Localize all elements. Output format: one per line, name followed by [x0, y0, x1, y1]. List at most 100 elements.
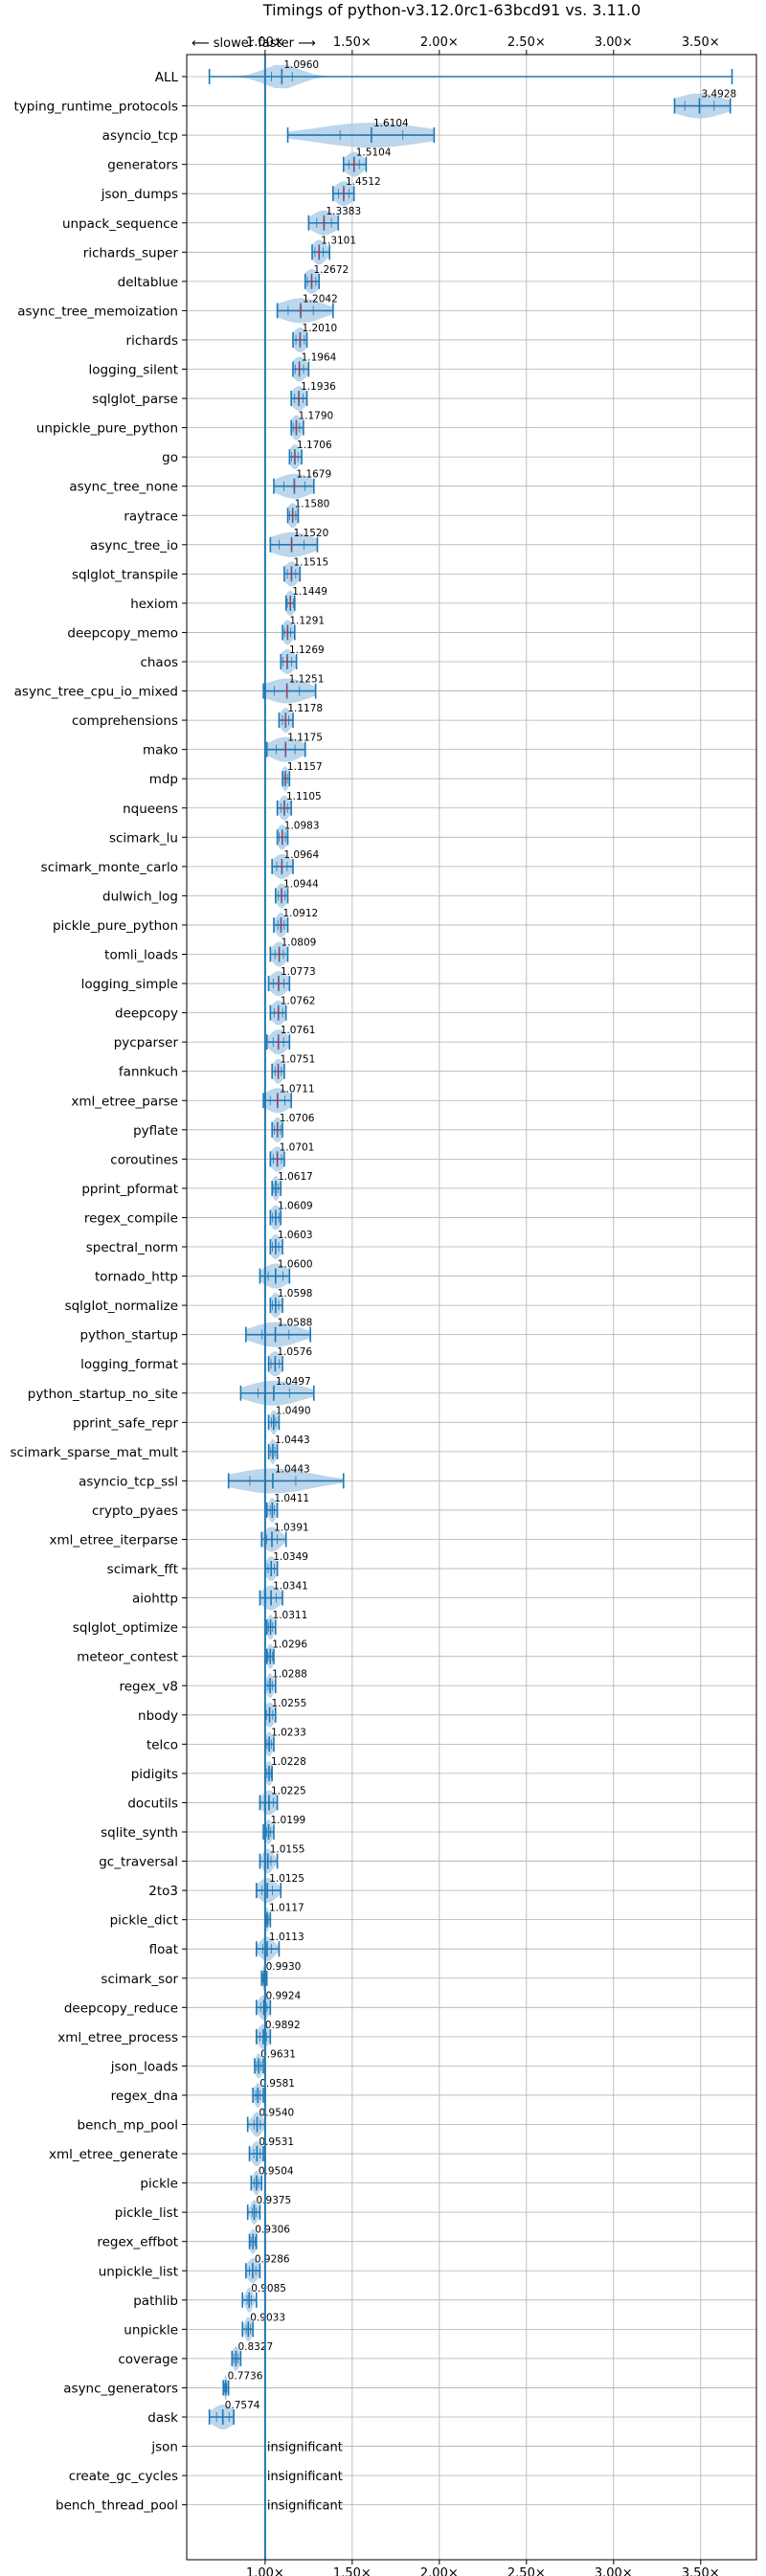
category-label: asyncio_tcp_ssl — [79, 1474, 178, 1489]
category-label: async_tree_none — [69, 480, 178, 495]
value-label: 1.0617 — [278, 1171, 313, 1183]
value-label: 1.1515 — [293, 556, 328, 568]
category-label: json — [150, 2440, 178, 2455]
value-label: 1.1105 — [286, 791, 322, 802]
x-tick-label-bottom: 1.00× — [246, 2566, 284, 2576]
value-label: 1.0155 — [270, 1844, 305, 1856]
value-label: 0.9375 — [257, 2195, 292, 2206]
value-label: 1.1269 — [289, 644, 325, 656]
value-label: 1.0296 — [272, 1639, 307, 1651]
x-tick-label-bottom: 2.00× — [420, 2566, 459, 2576]
category-label: scimark_fft — [107, 1562, 178, 1577]
category-label: scimark_monte_carlo — [41, 860, 178, 875]
value-label: 1.0944 — [283, 878, 319, 890]
value-label: 1.0341 — [273, 1581, 308, 1593]
category-label: richards_super — [83, 245, 179, 260]
direction-label: ⟵ slower faster ⟶ — [192, 36, 316, 51]
category-label: pickle_list — [115, 2205, 178, 2221]
value-label: 1.1175 — [287, 733, 323, 744]
value-label: 0.7574 — [225, 2400, 260, 2411]
category-label: typing_runtime_protocols — [14, 100, 179, 115]
value-label: 1.3383 — [326, 206, 361, 217]
value-label: 1.1449 — [292, 586, 327, 598]
x-tick-label-bottom: 3.50× — [682, 2566, 720, 2576]
value-label: 1.5104 — [356, 147, 392, 159]
value-label: 0.9924 — [265, 1990, 301, 2001]
value-label: 1.0288 — [272, 1668, 307, 1680]
category-label: async_tree_memoization — [17, 304, 178, 319]
category-label: bench_mp_pool — [78, 2118, 178, 2134]
value-label: 1.1157 — [287, 761, 323, 773]
category-label: richards — [126, 333, 178, 349]
value-label: 1.0983 — [284, 820, 320, 831]
category-label: pidigits — [131, 1767, 178, 1782]
category-label: deepcopy_memo — [67, 625, 178, 641]
x-tick-label-bottom: 1.50× — [333, 2566, 372, 2576]
value-label: 0.9540 — [259, 2108, 295, 2119]
category-label: deepcopy_reduce — [64, 2000, 178, 2016]
category-label: nbody — [138, 1708, 178, 1724]
category-label: 2to3 — [148, 1884, 178, 1899]
value-label: 1.1251 — [289, 674, 325, 686]
value-label: 1.1178 — [287, 703, 323, 714]
category-label: sqlglot_transpile — [72, 567, 178, 582]
value-label: 1.0199 — [271, 1815, 306, 1826]
value-label: 1.2010 — [302, 323, 337, 334]
x-tick-label-top: 2.50× — [507, 35, 546, 50]
value-label: 0.9033 — [250, 2312, 285, 2323]
category-label: create_gc_cycles — [69, 2469, 178, 2484]
category-label: float — [149, 1942, 178, 1957]
value-label: 1.0588 — [278, 1318, 313, 1329]
value-label: 1.0773 — [281, 966, 316, 978]
value-label: 0.9631 — [260, 2048, 296, 2060]
category-label: sqlglot_parse — [92, 392, 178, 407]
category-label: hexiom — [130, 597, 178, 612]
value-label: 0.9286 — [255, 2253, 290, 2265]
value-label: 1.1580 — [295, 498, 330, 509]
value-label: 1.2672 — [313, 264, 349, 276]
value-label: 1.4512 — [346, 176, 381, 188]
category-label: scimark_lu — [109, 830, 178, 846]
category-label: deltablue — [118, 275, 178, 290]
category-label: pickle — [140, 2177, 178, 2192]
category-label: pprint_pformat — [81, 1182, 178, 1197]
value-label: 1.2042 — [303, 293, 338, 305]
value-label: 1.0701 — [280, 1141, 315, 1153]
category-label: dulwich_log — [102, 889, 178, 904]
category-label: regex_v8 — [119, 1679, 178, 1694]
category-label: nqueens — [123, 802, 178, 817]
value-label: 1.0225 — [271, 1785, 306, 1796]
value-label: 0.9930 — [266, 1961, 302, 1973]
category-label: async_tree_io — [90, 538, 178, 554]
chart-title: Timings of python-v3.12.0rc1-63bcd91 vs.… — [262, 1, 641, 19]
value-label: 1.0311 — [273, 1610, 308, 1621]
value-label: 1.1936 — [301, 381, 336, 393]
category-label: unpickle_list — [99, 2264, 178, 2279]
value-label: 1.0751 — [281, 1054, 316, 1066]
value-label: 1.6104 — [373, 118, 409, 129]
category-label: python_startup_no_site — [28, 1387, 178, 1402]
category-label: json_loads — [110, 2059, 178, 2074]
value-label: 1.1790 — [298, 411, 333, 422]
value-label: 1.1964 — [302, 352, 337, 364]
category-label: regex_dna — [111, 2089, 178, 2104]
category-label: aiohttp — [132, 1592, 178, 1607]
category-label: crypto_pyaes — [92, 1503, 178, 1519]
insignificant-label: insignificant — [267, 2441, 343, 2455]
value-label: 1.0349 — [273, 1551, 308, 1563]
x-axis-ticks: 1.00× 1.00× 1.50× 1.50× 2.00× 2.00× 2.50× 2.50×… — [182, 35, 720, 2576]
category-label: gc_traversal — [99, 1855, 178, 1870]
category-label: xml_etree_iterparse — [50, 1533, 179, 1548]
category-label: tornado_http — [95, 1270, 178, 1285]
value-label: 0.8327 — [237, 2341, 273, 2353]
value-label: 1.0960 — [283, 59, 319, 71]
category-label: unpack_sequence — [62, 216, 178, 232]
value-label: 0.9892 — [265, 2020, 301, 2031]
category-label: xml_etree_parse — [71, 1094, 178, 1109]
category-label: comprehensions — [72, 713, 178, 729]
value-label: 1.0497 — [276, 1376, 311, 1388]
x-tick-label-bottom: 3.00× — [595, 2566, 633, 2576]
x-tick-label-top: 3.00× — [595, 35, 633, 50]
category-label: logging_silent — [89, 363, 178, 378]
value-label: 1.0598 — [278, 1288, 313, 1299]
